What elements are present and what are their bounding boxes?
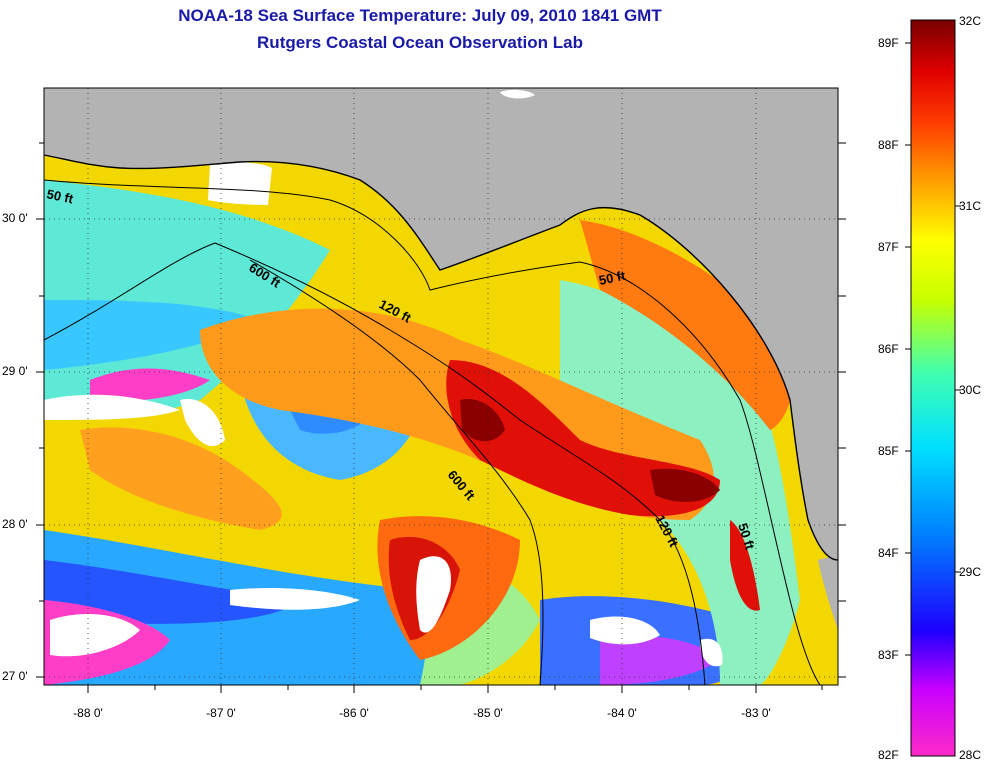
lat-label: 28 0': [2, 517, 28, 531]
lon-label: -87 0': [206, 706, 236, 720]
lat-label: 27 0': [2, 669, 28, 683]
colorbar-c-label: 28C: [959, 748, 982, 762]
lake: [500, 89, 535, 99]
colorbar-f-label: 88F: [878, 138, 899, 152]
sst-field: [44, 180, 800, 685]
plot-frame: [43, 87, 839, 686]
coastline: [43, 154, 839, 561]
axis-ticks: [36, 142, 846, 693]
lon-label: -86 0': [339, 706, 369, 720]
colorbar-f-label: 84F: [878, 546, 899, 560]
colorbar-ticks: [905, 42, 961, 656]
lon-label: -88 0': [73, 706, 103, 720]
lon-label: -84 0': [607, 706, 637, 720]
depth-contours: [43, 179, 821, 686]
colorbar-c-label: 31C: [959, 199, 982, 213]
colorbar-f-label: 87F: [878, 240, 899, 254]
colorbar-c-label: 29C: [959, 565, 982, 579]
contour-label: 50 ft: [598, 268, 628, 288]
colorbar-f-label: 85F: [878, 444, 899, 458]
lon-label: -83 0': [741, 706, 771, 720]
colorbar-f-label: 89F: [878, 36, 899, 50]
colorbar-c-label: 32C: [959, 14, 982, 28]
lon-label: -85 0': [473, 706, 503, 720]
colorbar-f-label: 86F: [878, 342, 899, 356]
map-title: NOAA-18 Sea Surface Temperature: July 09…: [178, 6, 662, 25]
land-mass-south: [818, 555, 838, 630]
colorbar-f-label: 83F: [878, 648, 899, 662]
colorbar: [910, 19, 956, 757]
land-mass: [44, 88, 838, 560]
lat-label: 30 0': [2, 211, 28, 225]
contour-label: 50 ft: [45, 186, 75, 206]
colorbar-c-label: 30C: [959, 383, 982, 397]
lat-label: 29 0': [2, 364, 28, 378]
colorbar-f-label: 82F: [878, 748, 899, 762]
map-subtitle: Rutgers Coastal Ocean Observation Lab: [257, 33, 583, 52]
cloud-patch: [208, 162, 272, 205]
